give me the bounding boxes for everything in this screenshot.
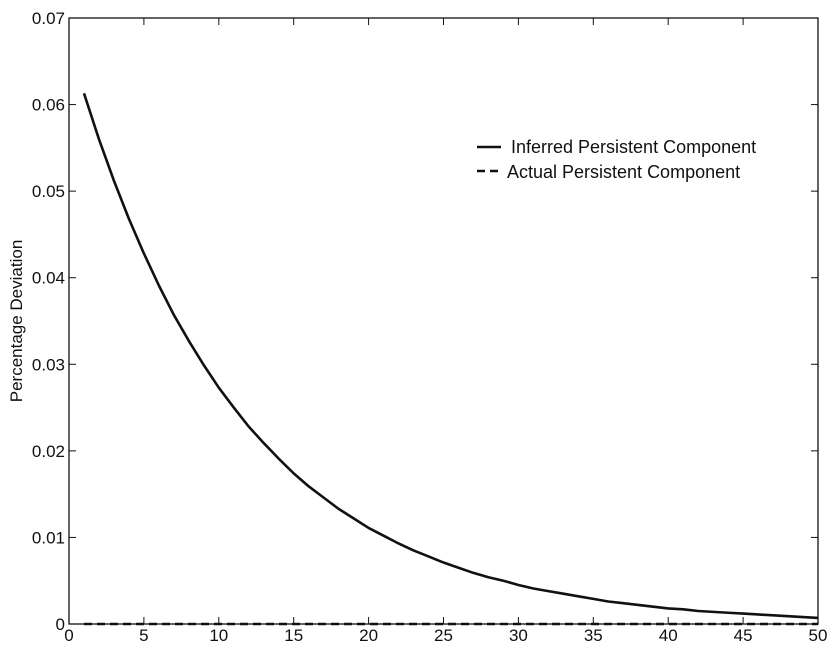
x-tick-label: 35 — [584, 626, 603, 645]
x-tick-label: 40 — [659, 626, 678, 645]
y-axis-title: Percentage Deviation — [7, 240, 26, 403]
x-tick-label: 5 — [139, 626, 148, 645]
x-tick-label: 25 — [434, 626, 453, 645]
x-tick-label: 15 — [284, 626, 303, 645]
y-tick-label: 0.06 — [32, 96, 65, 115]
y-tick-label: 0.05 — [32, 182, 65, 201]
plot-area — [68, 17, 819, 625]
x-axis: 0 5 10 15 20 25 30 35 40 45 50 — [64, 18, 827, 645]
y-tick-label: 0.04 — [32, 269, 65, 288]
legend: Inferred Persistent Component Actual Per… — [477, 137, 756, 182]
x-tick-label: 45 — [734, 626, 753, 645]
legend-label-actual: Actual Persistent Component — [507, 162, 740, 182]
x-tick-label: 30 — [509, 626, 528, 645]
legend-label-inferred: Inferred Persistent Component — [511, 137, 756, 157]
series-group — [82, 92, 819, 626]
x-tick-label: 20 — [359, 626, 378, 645]
y-tick-label: 0.07 — [32, 9, 65, 28]
x-tick-label: 10 — [209, 626, 228, 645]
y-tick-label: 0.01 — [32, 528, 65, 547]
x-tick-label: 0 — [64, 626, 73, 645]
y-tick-label: 0.03 — [32, 355, 65, 374]
y-tick-label: 0 — [56, 615, 65, 634]
y-tick-label: 0.02 — [32, 442, 65, 461]
series-line-inferred — [82, 92, 819, 620]
x-tick-label: 50 — [809, 626, 828, 645]
y-axis: 0 0.01 0.02 0.03 0.04 0.05 0.06 0.07 — [32, 9, 818, 634]
